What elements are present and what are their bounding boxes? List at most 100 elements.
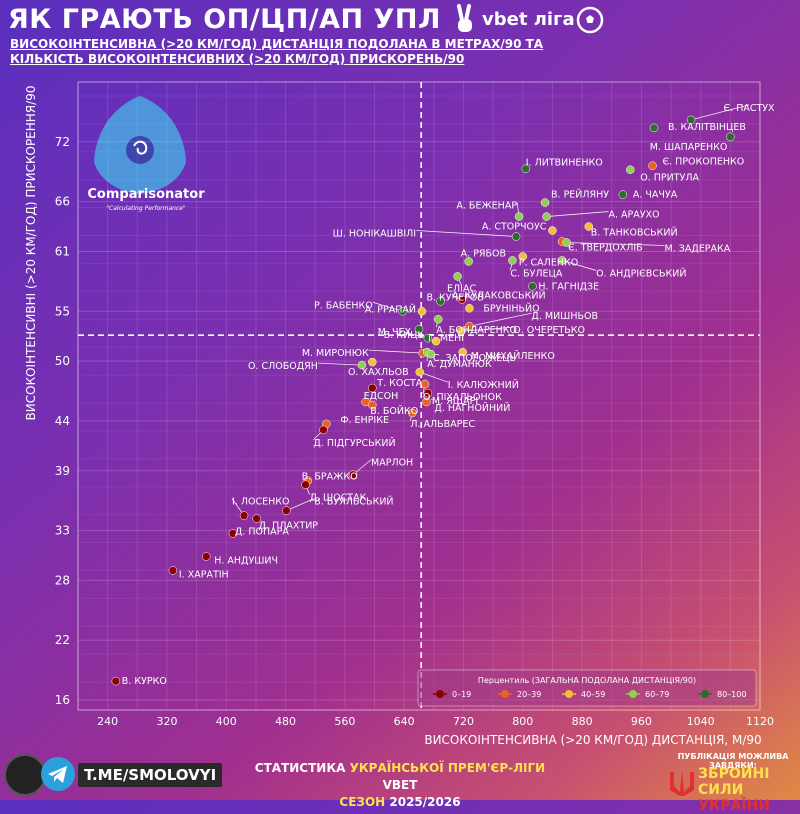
data-point-label: В. КУЧЕРОВ — [426, 292, 483, 303]
data-point — [562, 238, 571, 247]
legend-label: 0–19 — [452, 690, 471, 699]
data-point-label: Є. ПРОКОПЕНКО — [663, 157, 745, 168]
data-point-label: Л. АЛЬВАРЕС — [410, 419, 475, 430]
data-point-label: Ш. НОНІКАШВІЛІ — [333, 229, 416, 240]
data-point-label: ЕЛІАС — [447, 283, 476, 294]
data-point — [518, 252, 528, 261]
data-point — [436, 297, 445, 306]
football-icon — [576, 6, 604, 34]
y-tick-label: 22 — [55, 633, 70, 647]
data-point-label: Р. БАБЕНКО — [314, 300, 373, 311]
data-point — [540, 198, 550, 207]
footer-stats-suffix: VBET — [382, 778, 418, 792]
data-point — [111, 676, 121, 686]
data-point-label: ЕДСОН — [364, 391, 399, 402]
data-point — [453, 272, 462, 281]
x-tick-label: 400 — [216, 715, 237, 728]
label-leader-line — [317, 362, 362, 366]
data-point-label: А. РЯБОВ — [461, 248, 506, 259]
y-tick-label: 55 — [55, 304, 70, 318]
x-tick-label: 480 — [275, 715, 296, 728]
data-point-label: О. СЛОБОДЯН — [248, 361, 318, 372]
data-point — [426, 349, 436, 359]
data-point — [465, 304, 474, 313]
y-tick-label: 44 — [55, 414, 70, 428]
data-point-label: Д. ПІДГУРСЬКИЙ — [313, 437, 395, 449]
telegram-link[interactable]: T.ME/SMOLOVYI — [78, 763, 223, 787]
data-point — [649, 123, 659, 133]
y-tick-label: 72 — [55, 135, 70, 149]
telegram-icon[interactable] — [40, 756, 76, 792]
data-point-label: М. ЧЕХ — [378, 327, 412, 338]
data-point — [408, 408, 417, 418]
label-leader-line — [419, 371, 448, 383]
data-point-label: А. РРАПАЙ — [365, 303, 416, 315]
data-point-label: В. КУРКО — [122, 676, 167, 687]
data-point — [557, 256, 567, 265]
support-text: ПУБЛІКАЦІЯ МОЖЛИВА ЗАВДЯКИ: — [677, 752, 789, 770]
x-tick-label: 320 — [156, 715, 177, 728]
data-point-label: В. РЕЙЛЯНУ — [551, 189, 609, 201]
label-leader-line — [561, 260, 597, 271]
data-point — [301, 480, 310, 489]
data-points — [111, 115, 735, 686]
label-leader-line — [469, 312, 532, 327]
data-point-label: Є. ПАСТУХ — [724, 103, 776, 114]
data-point — [414, 324, 424, 334]
legend-label: 60–79 — [645, 690, 669, 699]
data-point — [511, 232, 521, 241]
legend-title: Перцентиль (ЗАГАЛЬНА ПОДОЛАНА ДИСТАНЦІЯ/… — [478, 676, 696, 685]
data-point-label: В. БРАЖКО — [302, 472, 358, 483]
data-point — [584, 222, 594, 231]
watermark-name: Comparisonator — [87, 187, 205, 202]
label-leader-line — [546, 211, 609, 217]
data-point — [542, 212, 551, 221]
data-point-label: Д. ПОПАРА — [235, 527, 289, 538]
plot-frame — [77, 81, 761, 711]
data-point — [168, 566, 178, 575]
data-point — [420, 379, 430, 389]
legend-swatch — [501, 690, 509, 698]
x-tick-label: 960 — [631, 715, 652, 728]
data-point-label: В. ТАНКОВСЬКИЙ — [591, 227, 678, 239]
data-point-label: А. ДУМАНЮК — [427, 359, 492, 370]
data-point — [548, 226, 557, 235]
y-tick-label: 50 — [55, 354, 70, 368]
axes: 16 22 28 33 39 44 50 55 61 66 72 240 320 400 480 560 640… — [55, 81, 774, 728]
x-tick-label: 720 — [453, 715, 474, 728]
data-point — [458, 347, 467, 357]
data-point-label: І. КАЛЮЖНИЙ — [448, 379, 519, 391]
mean-lines — [78, 82, 760, 710]
y-tick-label: 39 — [55, 464, 70, 478]
data-point-label: М. ШАПАРЕНКО — [650, 142, 728, 153]
army-logo-text: ЗБРОЙНІ СИЛИ УКРАЇНИ — [698, 766, 800, 814]
data-point-label: І. ЛИТВИНЕНКО — [526, 158, 603, 169]
label-leader-line — [461, 326, 514, 332]
data-point-label: МАРЛОН — [371, 458, 413, 469]
y-tick-label: 16 — [55, 693, 70, 707]
data-point — [521, 164, 530, 173]
data-point-label: Н. АНДУШИЧ — [214, 555, 278, 566]
x-tick-label: 880 — [572, 715, 593, 728]
vbet-liga-logo: vbet ліга — [482, 9, 575, 30]
y-tick-label: 66 — [55, 195, 70, 209]
data-point — [626, 165, 635, 174]
data-point-label: Д. НАГНОЙНИЙ — [434, 402, 510, 414]
footer-stats: СТАТИСТИКА УКРАЇНСЬКОЇ ПРЕМ'ЄР-ЛІГИ VBET… — [250, 760, 550, 811]
subtitle-line-1: ВИСОКОІНТЕНСИВНА (>20 КМ/ГОД) ДИСТАНЦІЯ … — [10, 37, 544, 51]
data-point-label: М. МИХАЙЛЕНКО — [471, 350, 555, 362]
data-point-label: Ф. ЕНРІКЕ — [340, 415, 389, 426]
data-point-label: І. ХАРАТІН — [179, 569, 229, 580]
legend-label: 80–100 — [717, 690, 746, 699]
data-point-label: Г. МЕНІ — [428, 333, 464, 344]
footer-stats-prefix: СТАТИСТИКА — [254, 761, 346, 775]
data-point — [282, 506, 291, 515]
data-point-label: В. КИЦЬ — [384, 330, 424, 341]
data-point — [423, 333, 433, 343]
data-point — [457, 295, 467, 304]
data-point-label: М. ЗАДЕРАКА — [665, 243, 731, 254]
data-point — [228, 529, 238, 538]
data-point-label: А. КУЛАКОВСЬКИЙ — [452, 289, 546, 301]
victory-hand-icon — [457, 4, 472, 32]
